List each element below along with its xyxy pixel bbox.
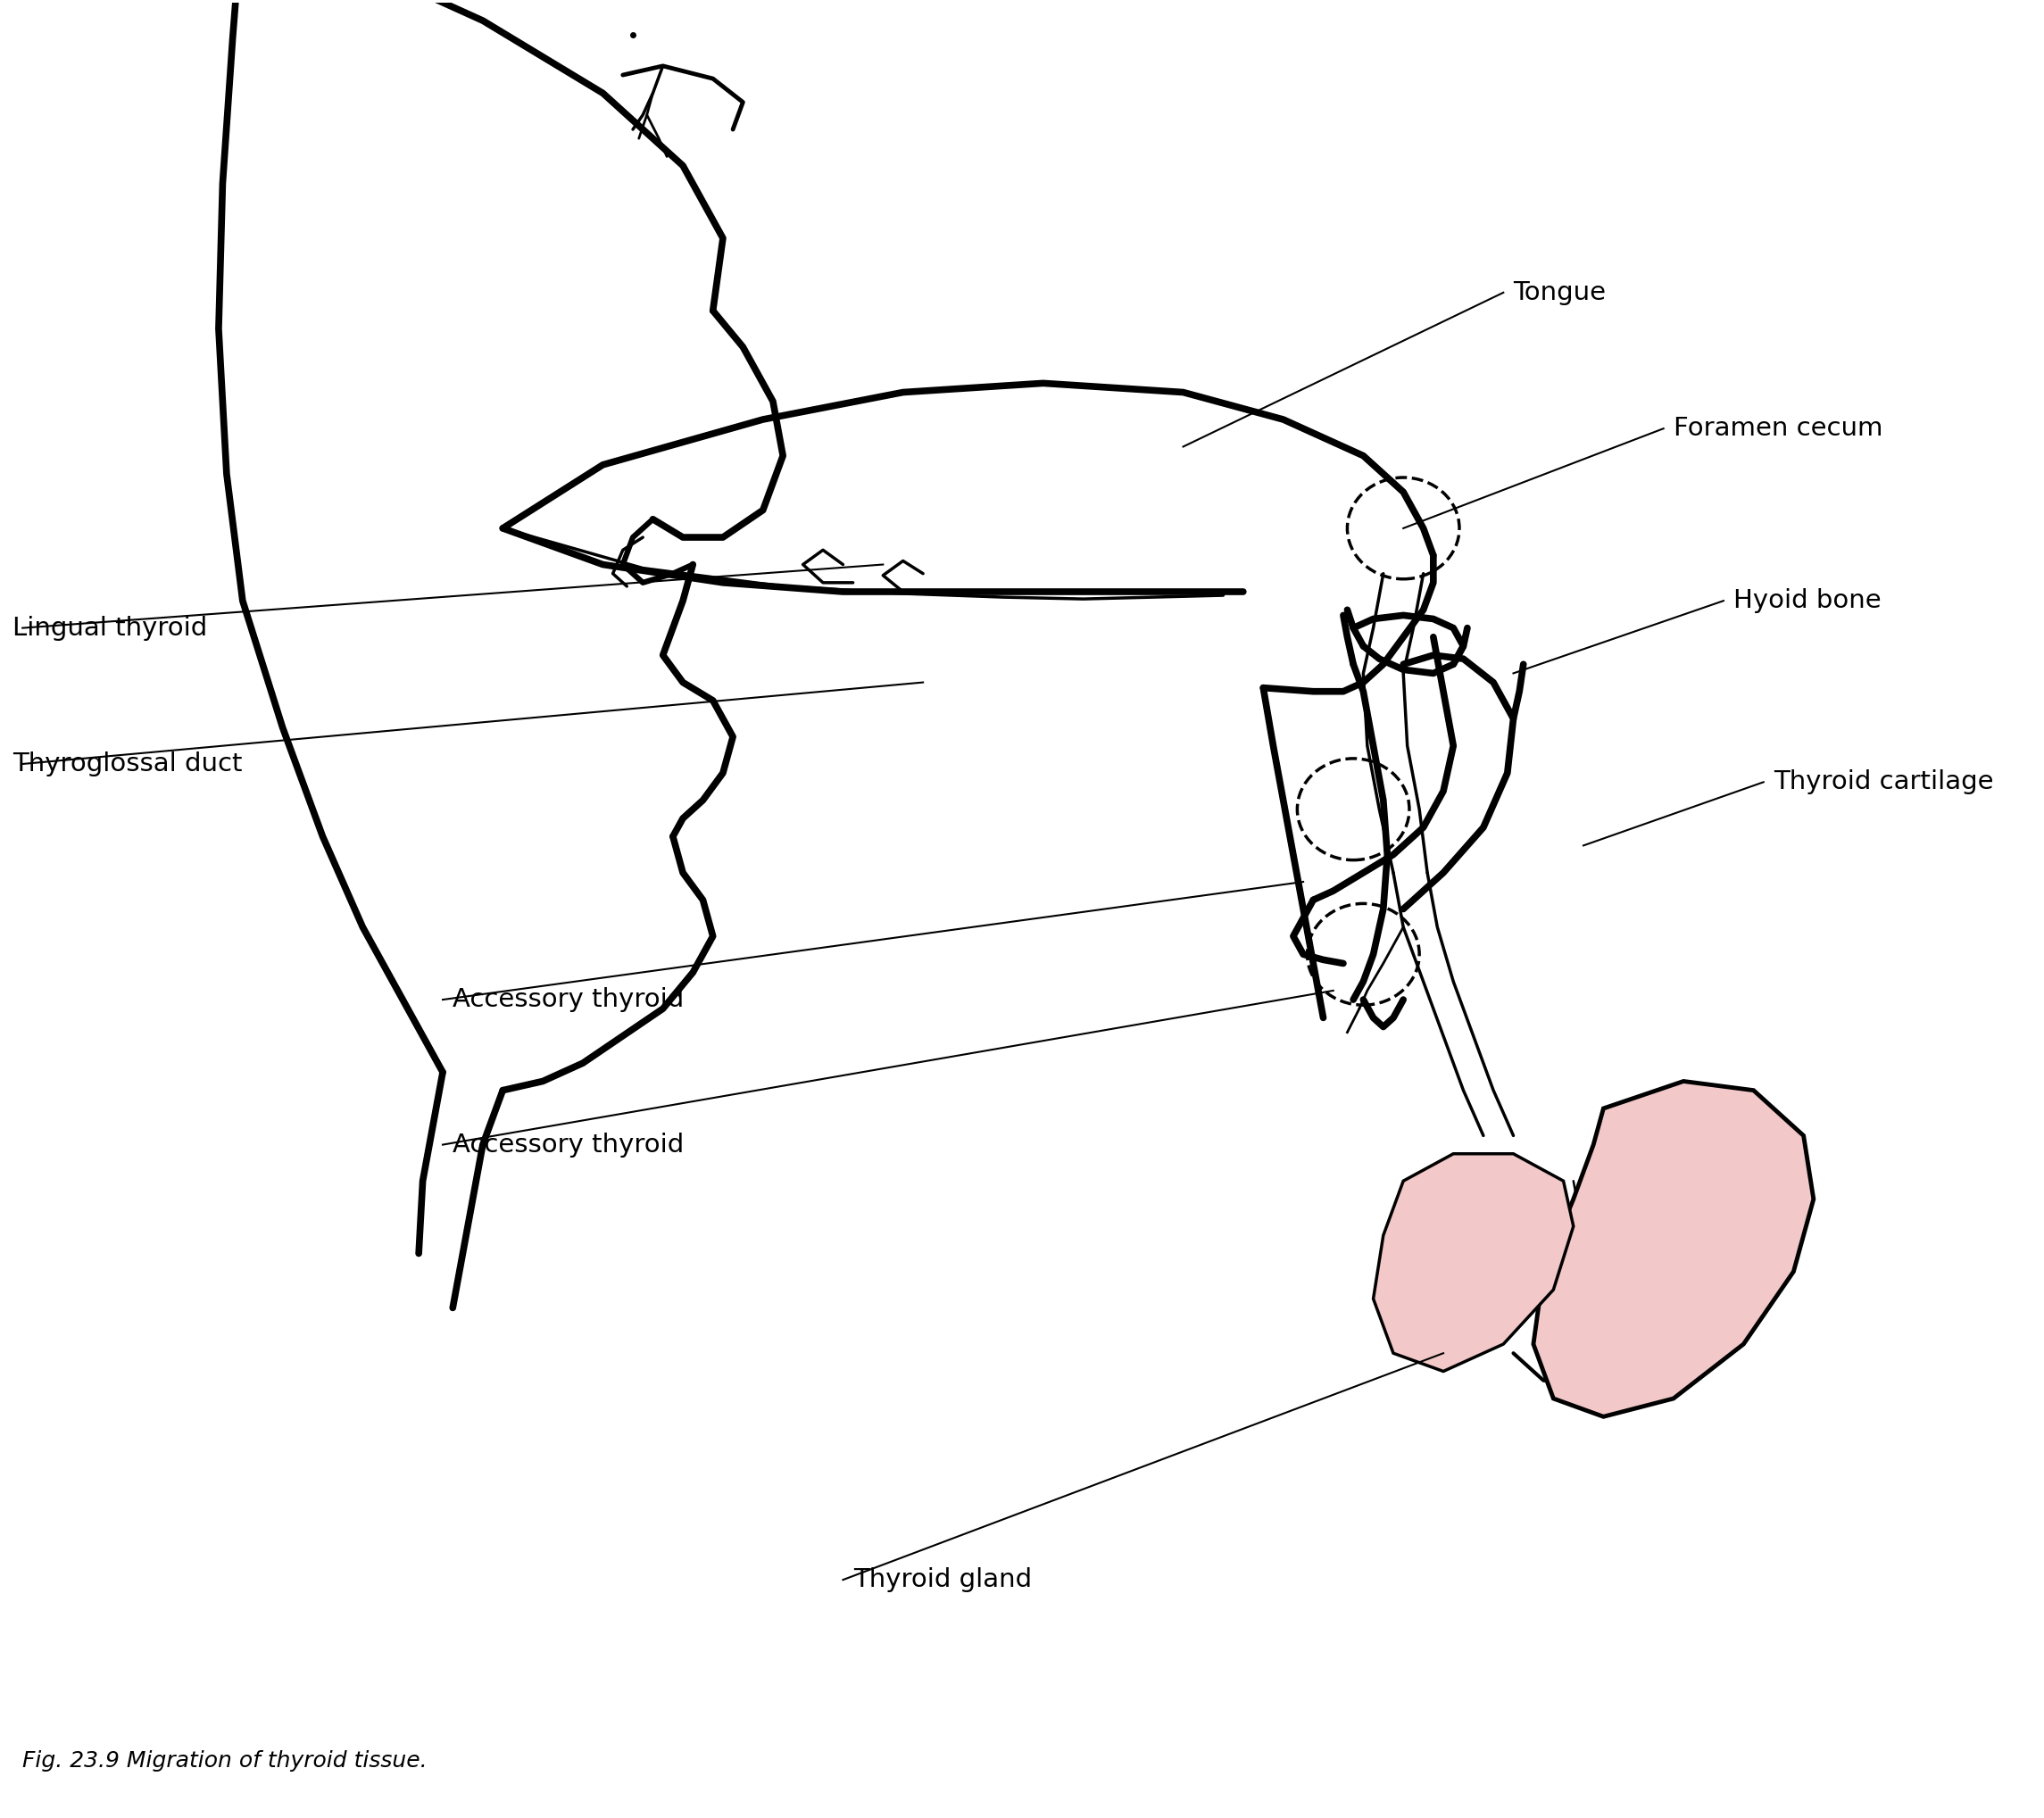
Text: Thyroid cartilage: Thyroid cartilage xyxy=(1774,769,1993,794)
Text: Accessory thyroid: Accessory thyroid xyxy=(454,987,685,1013)
Text: Thyroglossal duct: Thyroglossal duct xyxy=(12,751,243,776)
Text: Tongue: Tongue xyxy=(1513,280,1607,305)
Text: Accessory thyroid: Accessory thyroid xyxy=(454,1133,685,1158)
Text: Fig. 23.9 Migration of thyroid tissue.: Fig. 23.9 Migration of thyroid tissue. xyxy=(22,1751,427,1773)
Text: Lingual thyroid: Lingual thyroid xyxy=(12,616,206,640)
Text: Thyroid gland: Thyroid gland xyxy=(852,1567,1032,1593)
Polygon shape xyxy=(1533,1082,1813,1416)
Text: Foramen cecum: Foramen cecum xyxy=(1674,416,1883,442)
Text: Hyoid bone: Hyoid bone xyxy=(1733,589,1880,613)
Polygon shape xyxy=(1374,1154,1574,1371)
